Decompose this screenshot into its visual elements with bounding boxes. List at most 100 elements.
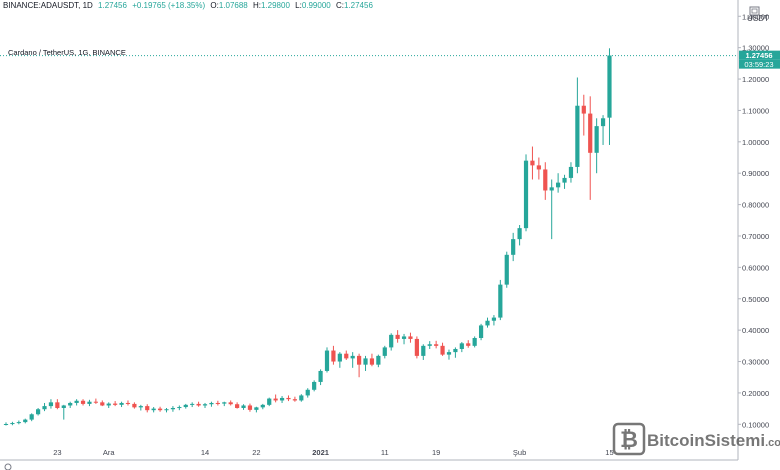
candle <box>491 315 497 326</box>
candle <box>427 341 432 349</box>
candle-body-down <box>434 344 439 346</box>
candle-body-up <box>279 397 285 401</box>
candle <box>16 420 21 425</box>
candle-body-down <box>588 113 593 153</box>
candle-body-up <box>523 160 529 229</box>
candle <box>575 77 580 174</box>
candle <box>530 146 535 180</box>
candlestick-series <box>3 48 612 426</box>
candle-body-up <box>222 402 227 404</box>
candle <box>369 353 375 367</box>
candle-body-down <box>93 401 98 403</box>
candle-body-up <box>600 118 606 127</box>
candle-body-up <box>389 334 394 348</box>
candle-body-up <box>190 403 195 405</box>
candle <box>74 399 79 406</box>
currency-label: USDT <box>747 14 769 23</box>
candle-body-up <box>241 405 246 408</box>
candle-body-down <box>466 343 471 346</box>
candle-body-down <box>543 169 548 191</box>
candle <box>145 404 150 413</box>
candle <box>279 396 285 403</box>
time-tick-label: 15 <box>605 448 613 457</box>
candle <box>55 399 60 410</box>
candle-body-down <box>440 345 445 355</box>
candle-body-up <box>119 402 124 405</box>
candle-body-up <box>254 407 259 410</box>
price-axis[interactable]: 1.40000 1.30000 1.20000 1.10000 1.00000 0.900… <box>738 12 769 429</box>
candle <box>305 388 310 398</box>
candle <box>247 403 253 412</box>
candle-body-up <box>549 187 554 191</box>
candle-body-down <box>408 336 413 339</box>
candle-body-up <box>10 423 15 425</box>
time-tick-label: 22 <box>252 448 260 457</box>
watermark-brand: BitcoinSistemi <box>647 431 765 450</box>
candle-body-up <box>568 166 574 178</box>
watermark: ₿ BitcoinSistemi.com <box>612 422 780 456</box>
candle <box>568 162 574 183</box>
last-price-label: 1.27456 <box>745 51 772 60</box>
candle <box>254 406 259 413</box>
candle <box>132 402 137 409</box>
fullscreen-icon[interactable] <box>749 6 760 16</box>
time-tick-label: 11 <box>381 448 389 457</box>
price-tick-label: 1.20000 <box>742 75 769 84</box>
candle <box>151 407 156 413</box>
candle-body-down <box>344 353 349 359</box>
candle-body-up <box>607 55 612 118</box>
countdown-label: 03:59:23 <box>744 60 773 69</box>
candle-body-up <box>267 398 272 405</box>
candle-body-down <box>357 355 362 365</box>
candle-body-down <box>536 165 541 170</box>
candle-body-up <box>68 402 73 406</box>
candle <box>292 396 297 402</box>
price-tick-label: 1.30000 <box>742 44 769 53</box>
chart-subtitle: Cardano / TetherUS, 1G, BINANCE <box>8 48 126 57</box>
candle <box>363 355 368 371</box>
candle-body-up <box>16 422 21 424</box>
candle <box>42 402 47 412</box>
candle <box>209 401 214 407</box>
candle-body-up <box>318 370 323 382</box>
candle <box>588 96 593 200</box>
candle-body-down <box>157 408 163 411</box>
candle <box>395 330 400 343</box>
time-axis[interactable]: 23Ara142220211119Şub1515 <box>53 448 780 457</box>
candle <box>80 399 86 406</box>
candle <box>190 402 195 408</box>
high-key: H: <box>253 1 261 10</box>
price-tick-label: 0.30000 <box>742 358 769 367</box>
candle <box>331 345 336 365</box>
candle <box>119 401 124 408</box>
candle-body-up <box>36 409 41 415</box>
candle <box>106 402 111 408</box>
candle-body-up <box>324 350 330 371</box>
candle <box>10 421 15 426</box>
low-key: L: <box>295 1 302 10</box>
candle-body-up <box>504 254 509 285</box>
candle <box>170 406 176 412</box>
candle <box>29 413 34 422</box>
candle <box>408 332 413 343</box>
candle-body-down <box>145 406 150 411</box>
candle-body-up <box>453 348 458 353</box>
candle <box>466 340 471 348</box>
settings-icon[interactable] <box>4 463 12 470</box>
candle-body-up <box>491 317 497 321</box>
candle-body-up <box>376 355 381 365</box>
close-value: 1.27456 <box>344 1 373 10</box>
price-tick-label: 0.90000 <box>742 169 769 178</box>
candle-body-up <box>138 406 143 408</box>
candle-body-down <box>414 338 419 356</box>
candle <box>382 345 387 359</box>
watermark-tld: .com <box>765 437 780 449</box>
candle <box>138 404 143 411</box>
candle-body-up <box>459 343 464 349</box>
candle-body-up <box>498 284 503 318</box>
price-tick-label: 0.50000 <box>742 295 769 304</box>
candle <box>87 399 92 407</box>
price-tick-label: 0.20000 <box>742 389 769 398</box>
